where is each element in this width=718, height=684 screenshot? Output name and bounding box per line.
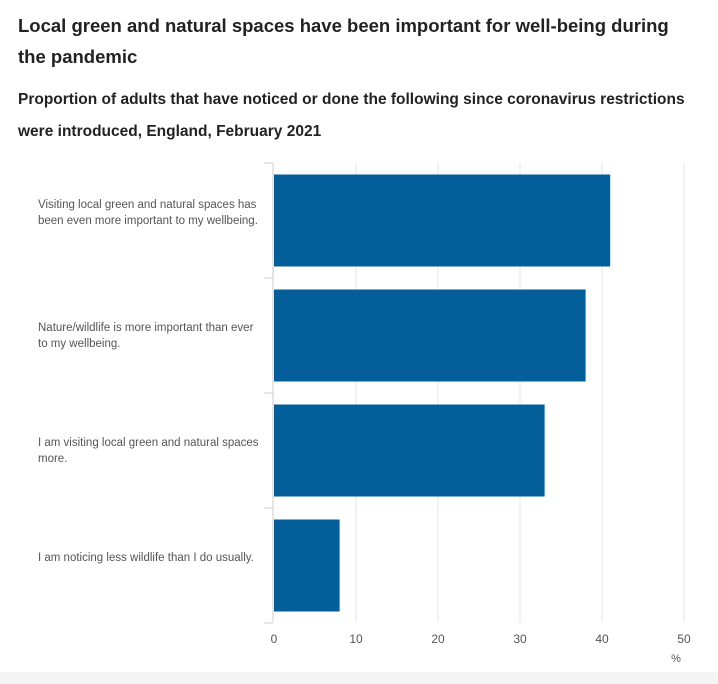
- category-label: Nature/wildlife is more important than e…: [38, 321, 254, 350]
- category-label: I am noticing less wildlife than I do us…: [38, 551, 254, 564]
- x-tick-label: 0: [271, 632, 278, 646]
- footer-strip: [0, 672, 718, 684]
- bar: [274, 289, 586, 382]
- bar: [274, 519, 340, 612]
- x-tick-label: 50: [677, 632, 691, 646]
- chart-title: Local green and natural spaces have been…: [18, 15, 669, 67]
- x-tick-label: 40: [595, 632, 609, 646]
- x-axis-label: %: [671, 653, 681, 665]
- bar: [274, 174, 611, 267]
- bar: [274, 404, 545, 497]
- x-tick-label: 20: [431, 632, 445, 646]
- category-label: I am visiting local green and natural sp…: [38, 436, 259, 465]
- x-tick-label: 30: [513, 632, 527, 646]
- chart-subtitle: Proportion of adults that have noticed o…: [18, 91, 685, 140]
- category-label: Visiting local green and natural spaces …: [38, 198, 258, 227]
- x-tick-label: 10: [349, 632, 363, 646]
